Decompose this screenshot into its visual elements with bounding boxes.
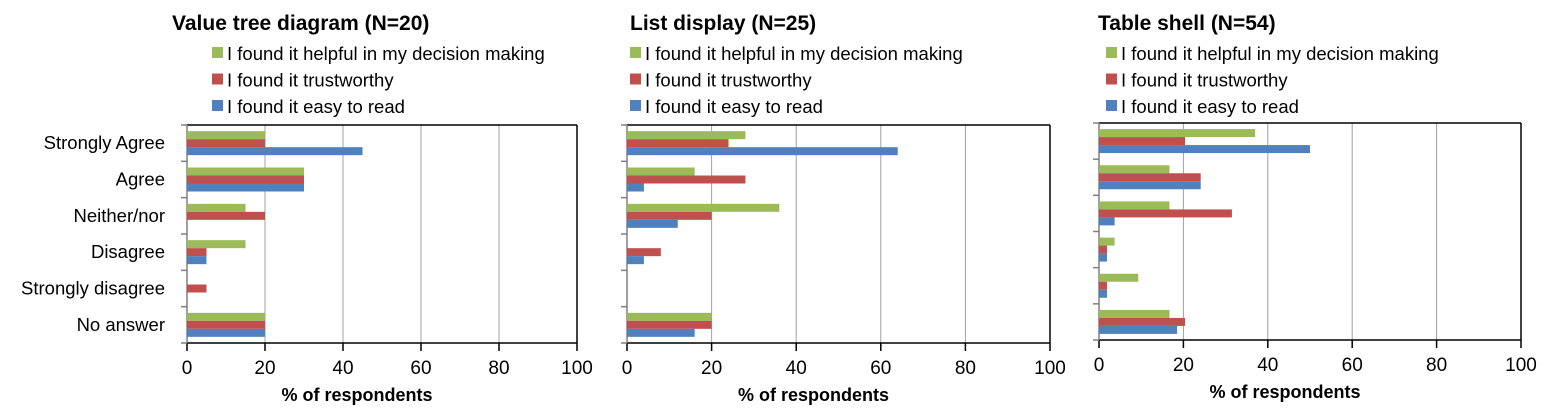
bar-trustworthy: [627, 175, 746, 184]
x-tick-label: 60: [410, 358, 431, 379]
bar-trustworthy: [187, 320, 265, 329]
legend-label: I found it helpful in my decision making: [645, 43, 963, 64]
x-tick-label: 20: [1173, 355, 1194, 376]
x-tick-label: 60: [1342, 355, 1363, 376]
bar-helpful: [187, 312, 265, 321]
bar-trustworthy: [1099, 173, 1201, 182]
bar-helpful: [187, 240, 246, 249]
bar-trustworthy: [187, 248, 207, 257]
bar-easy-to-read: [627, 147, 898, 156]
x-tick-label: 60: [870, 358, 891, 379]
bar-helpful: [627, 167, 695, 176]
x-tick-label: 100: [561, 358, 593, 379]
bar-helpful: [627, 131, 746, 140]
legend-swatch: [212, 73, 223, 85]
bar-trustworthy: [1099, 317, 1186, 326]
legend-swatch: [630, 47, 641, 58]
bar-trustworthy: [1099, 209, 1232, 218]
bar-easy-to-read: [1099, 325, 1178, 334]
chart-panel-2: List display (N=25) I found it helpful in…: [621, 12, 1066, 405]
bar-helpful: [1099, 201, 1170, 210]
x-tick-label: 0: [182, 358, 193, 379]
chart-title: Value tree diagram (N=20): [172, 12, 429, 35]
bar-trustworthy: [627, 211, 712, 220]
x-tick-label: 0: [1094, 355, 1105, 376]
bar-trustworthy: [187, 211, 265, 220]
x-tick-label: 80: [1426, 355, 1447, 376]
category-label: Strongly disagree: [21, 278, 165, 299]
category-label: Neither/nor: [73, 205, 165, 226]
legend-swatch: [212, 47, 223, 58]
bar-trustworthy: [627, 248, 661, 257]
bar-helpful: [1099, 309, 1170, 318]
legend-label: I found it easy to read: [645, 96, 823, 117]
x-tick-label: 40: [1257, 355, 1278, 376]
bar-easy-to-read: [187, 256, 207, 265]
bar-trustworthy: [1099, 281, 1108, 290]
legend-label: I found it helpful in my decision making: [227, 43, 545, 64]
bar-trustworthy: [187, 284, 207, 293]
bar-helpful: [1099, 273, 1139, 282]
legend-label: I found it trustworthy: [645, 70, 812, 91]
bar-easy-to-read: [1099, 253, 1108, 262]
bar-easy-to-read: [1099, 181, 1201, 190]
x-tick-label: 20: [701, 358, 722, 379]
legend-swatch: [1106, 47, 1117, 58]
x-axis-title: % of respondents: [281, 385, 432, 405]
bar-helpful: [187, 203, 246, 212]
x-tick-label: 80: [955, 358, 976, 379]
bar-trustworthy: [627, 320, 712, 329]
bar-easy-to-read: [627, 256, 644, 265]
category-label: Disagree: [91, 241, 165, 262]
chart-panel-3: Table shell (N=54) I found it helpful in …: [1093, 12, 1537, 402]
x-tick-label: 100: [1505, 355, 1537, 376]
legend-swatch: [212, 100, 223, 111]
bar-helpful: [1099, 129, 1256, 138]
category-label: No answer: [77, 314, 165, 335]
bar-easy-to-read: [627, 183, 644, 192]
bar-helpful: [627, 203, 780, 212]
bar-easy-to-read: [187, 328, 265, 337]
bar-trustworthy: [187, 175, 304, 184]
x-tick-label: 100: [1034, 358, 1066, 379]
x-tick-label: 20: [254, 358, 275, 379]
legend-swatch: [1106, 73, 1117, 85]
category-label: Strongly Agree: [44, 132, 165, 153]
x-axis-title: % of respondents: [1209, 382, 1360, 402]
legend-swatch: [630, 100, 641, 111]
bar-easy-to-read: [187, 147, 363, 156]
bar-easy-to-read: [1099, 217, 1115, 226]
bar-easy-to-read: [1099, 145, 1310, 154]
x-tick-label: 0: [622, 358, 633, 379]
category-label: Agree: [116, 169, 165, 190]
legend-label: I found it easy to read: [227, 96, 405, 117]
x-tick-label: 40: [332, 358, 353, 379]
legend-label: I found it helpful in my decision making: [1121, 43, 1439, 64]
bar-helpful: [1099, 237, 1115, 246]
bar-trustworthy: [1099, 245, 1108, 254]
bar-helpful: [627, 312, 712, 321]
legend-swatch: [1106, 100, 1117, 111]
bar-easy-to-read: [187, 183, 304, 192]
bar-easy-to-read: [627, 328, 695, 337]
bar-trustworthy: [187, 139, 265, 148]
x-tick-label: 80: [488, 358, 509, 379]
x-axis-title: % of respondents: [738, 385, 889, 405]
bar-easy-to-read: [627, 219, 678, 228]
bar-easy-to-read: [1099, 289, 1108, 298]
bar-trustworthy: [1099, 137, 1186, 146]
x-tick-label: 40: [786, 358, 807, 379]
chart-panel-1: Value tree diagram (N=20) I found it help…: [21, 12, 593, 405]
chart-title: List display (N=25): [630, 12, 816, 35]
legend-label: I found it trustworthy: [1121, 70, 1288, 91]
legend-label: I found it trustworthy: [227, 70, 394, 91]
bar-trustworthy: [627, 139, 729, 148]
legend-swatch: [630, 73, 641, 85]
bar-helpful: [1099, 165, 1170, 174]
bar-helpful: [187, 167, 304, 176]
legend-label: I found it easy to read: [1121, 96, 1299, 117]
bar-helpful: [187, 131, 265, 140]
chart-title: Table shell (N=54): [1098, 12, 1276, 35]
